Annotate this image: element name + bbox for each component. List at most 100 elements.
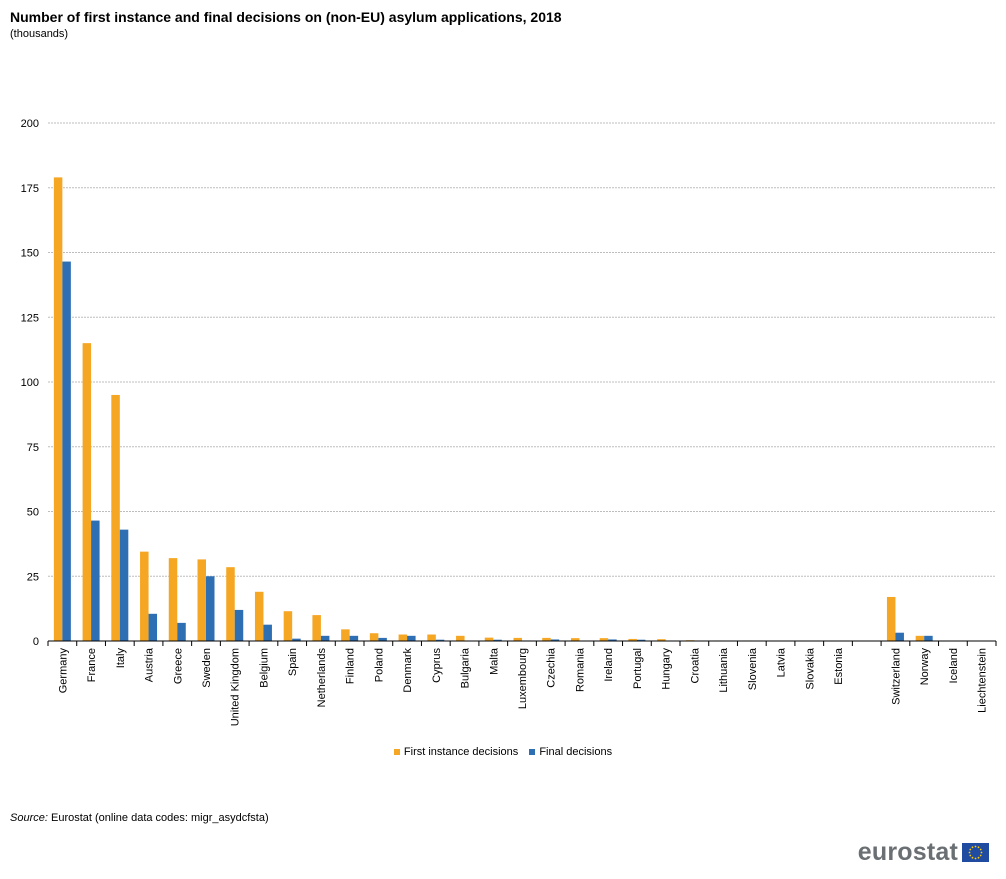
x-tick-label: Norway xyxy=(919,648,931,686)
bar-final xyxy=(263,624,272,641)
x-tick-label: United Kingdom xyxy=(230,648,242,726)
bar-final xyxy=(636,639,646,641)
flag-star xyxy=(974,857,977,860)
logo-text: eurostat xyxy=(857,838,958,866)
bar-first xyxy=(369,633,379,641)
x-tick-label: Croatia xyxy=(689,647,701,683)
x-tick-label: Czechia xyxy=(546,647,558,688)
y-tick-label: 25 xyxy=(27,571,39,583)
bar-final xyxy=(550,639,560,641)
source-note: Source: Eurostat (online data codes: mig… xyxy=(10,812,269,824)
bars xyxy=(53,177,982,642)
bar-first xyxy=(542,637,551,641)
x-tick-label: Portugal xyxy=(632,648,644,689)
bar-first xyxy=(140,551,149,641)
legend-swatch-first-instance xyxy=(393,749,400,755)
y-tick-label: 175 xyxy=(21,183,39,195)
legend-label-first-instance: First instance decisions xyxy=(403,746,519,758)
bar-first xyxy=(168,558,178,641)
source-label: Source: xyxy=(10,812,48,824)
flag-field xyxy=(962,843,989,862)
grid-lines xyxy=(48,122,996,577)
x-tick-label: Lithuania xyxy=(718,647,730,693)
bar-final xyxy=(234,609,244,641)
bar-first xyxy=(312,615,321,641)
source-text: Eurostat (online data codes: migr_asydcf… xyxy=(50,812,269,824)
bar-first xyxy=(886,596,896,641)
flag-star xyxy=(979,848,982,851)
bar-first xyxy=(427,634,436,641)
bar-final xyxy=(119,529,129,641)
legend-label-final: Final decisions xyxy=(539,746,613,758)
bar-chart: 0 25 50 75 100 125 150 175 200 Germany France Ital… xyxy=(21,118,997,726)
bar-first xyxy=(657,639,666,641)
x-tick-label: Ireland xyxy=(603,648,615,682)
bar-final xyxy=(378,637,387,641)
legend-swatch-final xyxy=(529,749,536,755)
bar-final xyxy=(62,261,71,641)
x-tick-label: France xyxy=(86,648,98,682)
bar-first xyxy=(341,629,350,641)
x-tick-label: Greece xyxy=(172,648,184,684)
flag-star xyxy=(980,851,983,854)
x-tick-label: Malta xyxy=(488,647,500,675)
x-tick-label: Spain xyxy=(287,648,299,676)
bar-first xyxy=(456,635,465,641)
bar-final xyxy=(608,639,617,641)
y-tick-label: 125 xyxy=(21,312,39,324)
bar-final xyxy=(349,635,359,641)
x-tick-label: Finland xyxy=(345,648,357,684)
bar-first xyxy=(915,635,925,641)
chart-subtitle: (thousands) xyxy=(10,28,69,40)
x-axis-labels: Germany France Italy Austria Greece Sweden Uni… xyxy=(57,647,988,726)
bar-final xyxy=(206,576,215,641)
x-tick-label: Poland xyxy=(373,648,385,682)
x-tick-label: Hungary xyxy=(661,648,673,690)
x-tick-label: Netherlands xyxy=(316,648,328,708)
y-tick-label: 150 xyxy=(21,248,39,260)
x-tick-label: Italy xyxy=(115,648,127,669)
flag-star xyxy=(968,851,971,854)
x-tick-label: Romania xyxy=(574,647,586,692)
bar-final xyxy=(91,520,100,641)
legend-item-first-instance: First instance decisions xyxy=(393,746,519,758)
x-tick-label: Switzerland xyxy=(890,648,902,705)
flag-star xyxy=(969,848,972,851)
x-tick-label: Denmark xyxy=(402,648,414,693)
bar-first xyxy=(599,638,609,641)
y-tick-label: 50 xyxy=(27,507,39,519)
y-tick-label: 200 xyxy=(21,118,39,130)
eurostat-logo: eurostat xyxy=(858,838,989,867)
bar-final xyxy=(493,639,502,641)
bar-first xyxy=(513,637,522,641)
bar-first xyxy=(283,611,293,641)
x-tick-label: Austria xyxy=(144,647,156,682)
x-tick-label: Estonia xyxy=(833,647,845,685)
bar-final xyxy=(320,635,330,641)
x-tick-label: Belgium xyxy=(258,648,270,688)
bar-first xyxy=(398,634,408,641)
x-axis xyxy=(47,640,997,646)
eu-flag-icon xyxy=(962,843,989,862)
bar-first xyxy=(628,638,637,641)
flag-star xyxy=(977,846,980,849)
bar-final xyxy=(435,639,445,641)
y-axis-ticks: 0 25 50 75 100 125 150 175 200 xyxy=(21,118,39,648)
x-tick-label: Slovakia xyxy=(804,647,816,689)
x-tick-label: Bulgaria xyxy=(460,647,472,688)
x-tick-label: Iceland xyxy=(948,648,960,683)
x-tick-label: Slovenia xyxy=(747,647,759,690)
bar-final xyxy=(292,638,301,641)
bar-final xyxy=(895,632,904,641)
flag-star xyxy=(974,845,977,848)
bar-final xyxy=(407,635,416,641)
bar-final xyxy=(177,622,186,641)
bar-final xyxy=(924,635,933,641)
bar-first xyxy=(570,638,580,641)
x-tick-label: Sweden xyxy=(201,648,213,688)
flag-star xyxy=(977,856,980,859)
bar-first xyxy=(226,567,235,641)
y-tick-label: 75 xyxy=(27,442,39,454)
bar-first xyxy=(53,177,63,641)
x-tick-label: Liechtenstein xyxy=(977,648,989,713)
